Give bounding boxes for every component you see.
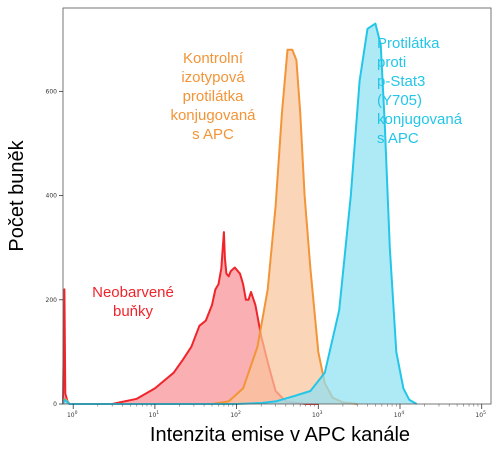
y-tick-label: 0 [53,401,57,408]
series-line-0 [62,231,319,405]
y-tick-label: 600 [46,88,58,95]
series-annotation-1: Kontrolní izotypová protilátka konjugovaná s… [170,50,256,143]
axes-layer: 100 101 102 103 104 105 0 200 400 600 [46,7,492,419]
series-annotation-0: Neobarvené buňky [92,284,174,320]
x-tick-label: 101 [149,410,160,419]
text-layer: Intenzita emise v APC kanále Počet buněk N… [6,35,463,446]
series-annotation-2: Protilátka proti p-Stat3 (Y705) konjugovaná s… [377,35,463,147]
x-axis-label: Intenzita emise v APC kanále [150,424,410,446]
x-tick-label: 103 [312,410,323,419]
x-tick-label: 100 [67,410,78,419]
y-tick-label: 200 [46,297,58,304]
x-tick-label: 104 [394,410,405,419]
x-tick-label: 102 [230,410,241,419]
plot-frame [62,7,492,405]
x-tick-label: 105 [475,410,486,419]
y-axis-label: Počet buněk [6,139,28,251]
series-area-1 [63,49,358,404]
y-tick-label: 400 [46,193,58,200]
